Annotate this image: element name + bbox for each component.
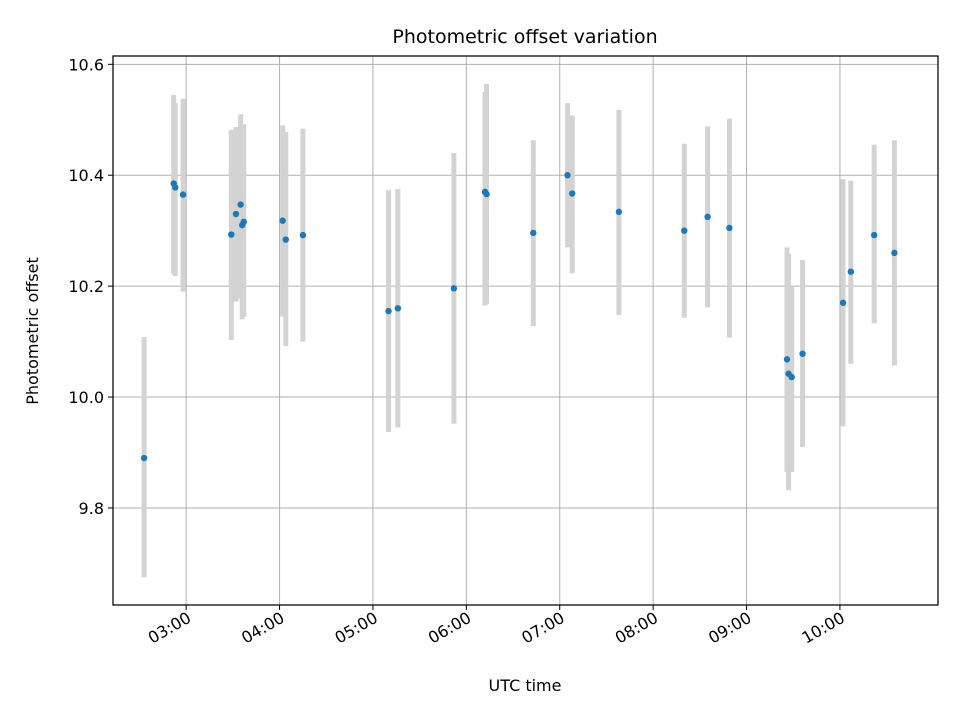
data-point — [483, 190, 490, 198]
data-point — [237, 201, 244, 208]
y-tick-label: 10.4 — [68, 166, 104, 185]
data-point — [394, 305, 402, 312]
y-tick-label: 10.0 — [68, 388, 104, 407]
data-point — [681, 227, 688, 234]
plot-frame — [112, 55, 939, 606]
data-points — [140, 172, 898, 462]
data-point — [704, 213, 711, 221]
chart-title: Photometric offset variation — [392, 26, 657, 48]
data-point — [240, 218, 247, 226]
data-point — [788, 373, 795, 381]
data-point — [726, 224, 733, 232]
data-point — [839, 299, 847, 306]
data-point — [870, 231, 878, 239]
y-tick-label: 9.8 — [79, 499, 104, 518]
data-point — [228, 231, 235, 238]
data-point — [891, 249, 898, 257]
data-point — [279, 217, 286, 224]
y-axis-title: Photometric offset — [23, 257, 42, 405]
x-axis-title: UTC time — [489, 676, 562, 695]
data-point — [140, 454, 148, 462]
data-point — [799, 350, 806, 357]
data-point — [385, 307, 392, 315]
data-point — [530, 229, 537, 237]
y-tick-label: 10.6 — [68, 55, 104, 74]
data-point — [232, 210, 240, 218]
data-point — [564, 172, 571, 179]
data-point — [172, 184, 179, 191]
data-point — [568, 190, 576, 197]
data-point — [179, 191, 187, 198]
data-point — [783, 356, 791, 363]
data-point — [615, 208, 623, 216]
data-point — [299, 231, 307, 239]
data-point — [847, 268, 855, 275]
y-tick-label: 10.2 — [68, 277, 104, 296]
data-point — [450, 285, 458, 292]
data-point — [282, 236, 289, 243]
